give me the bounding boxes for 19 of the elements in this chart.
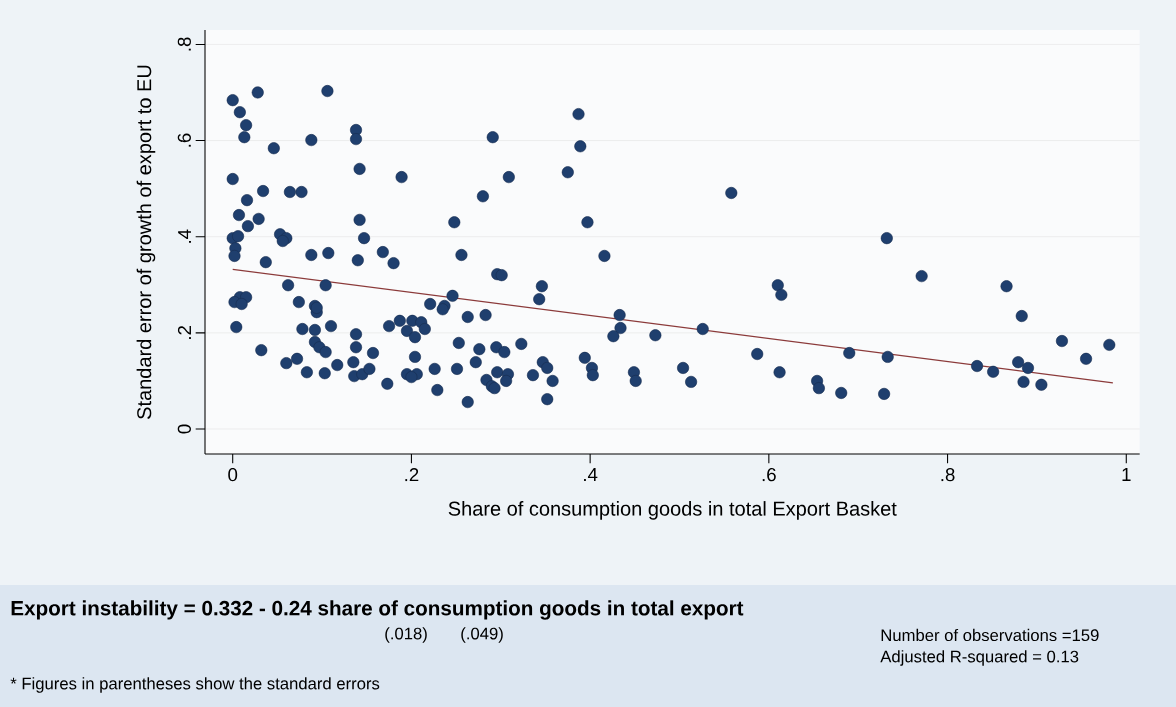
- x-tick-label: .2: [405, 468, 419, 482]
- text: Number of observations =159: [881, 628, 1099, 642]
- text: * Figures in parentheses show the standard errors: [10, 677, 380, 693]
- text: Export instability = 0.332 - 0.24 share of consumption goods in total export: [11, 600, 744, 620]
- x-tick-label: .6: [762, 468, 776, 482]
- x-tick-label: .8: [941, 468, 955, 482]
- y-tick-label: .6: [177, 133, 191, 147]
- x-tick-label: .4: [584, 468, 598, 481]
- y-tick-label: .4: [178, 229, 191, 243]
- y-tick-label: .8: [177, 37, 191, 51]
- x-axis-title: Share of consumption goods in total Export Basket: [448, 501, 897, 520]
- text: Adjusted R-squared = 0.13: [880, 650, 1079, 666]
- y-tick-label: .2: [177, 325, 191, 339]
- text: (.018): [385, 627, 427, 643]
- text: (.049): [461, 627, 503, 643]
- x-tick-label: 1: [1122, 468, 1131, 481]
- y-axis-title: Standard error of growth of export to EU: [136, 65, 156, 419]
- x-tick-label: 0: [228, 468, 238, 482]
- y-tick-label: 0: [177, 424, 191, 434]
